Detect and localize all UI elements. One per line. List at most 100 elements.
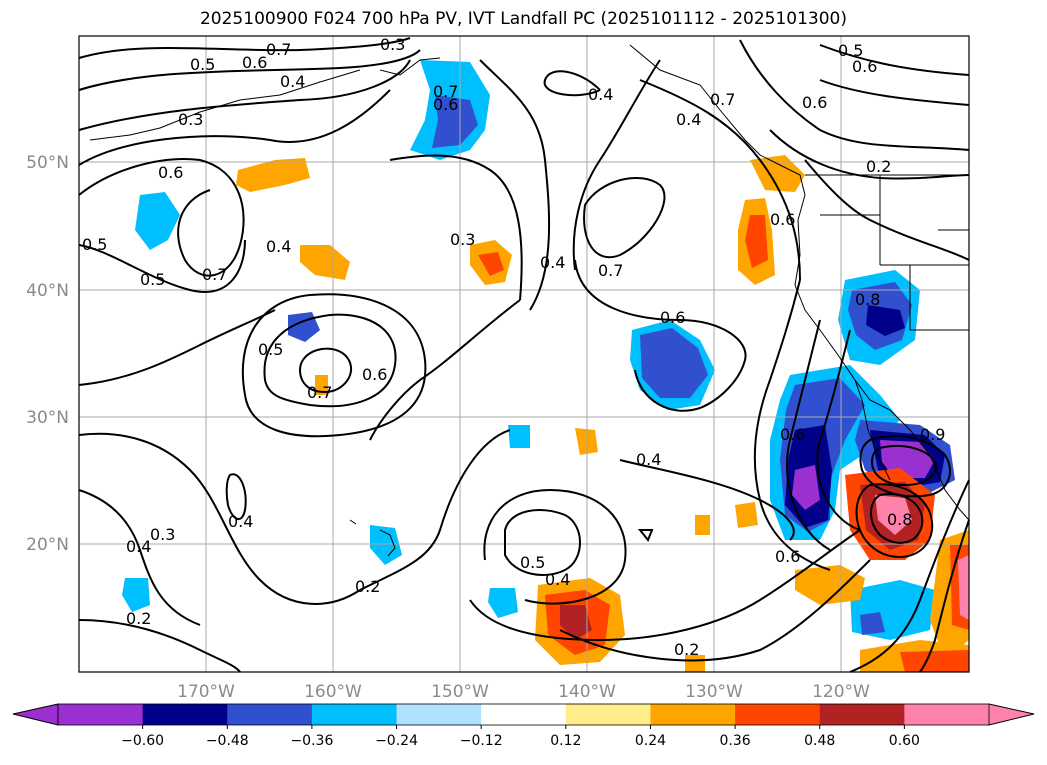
lon-label-130w: 130°W [685,682,743,702]
contour-line [359,429,511,591]
colorbar-tick-label: 0.36 [720,733,751,749]
pos-small-2 [735,502,758,528]
colorbar-tick-label: 0.48 [804,733,835,749]
contour-label: 0.2 [674,640,699,659]
colorbar-segment [227,704,313,725]
pos-small-3 [695,515,710,535]
colorbar-tick-label: −0.12 [460,733,503,749]
colorbar-segment [58,704,144,725]
contour-label: 0.4 [588,85,613,104]
contour-label: 0.6 [775,547,800,566]
contour-lines [78,37,970,673]
hawaii-islands [349,519,396,557]
contour-label-group: 0.7 0.3 0.5 0.6 0.4 0.3 0.6 0.5 0.5 0.7 … [82,35,945,659]
pos-region-north [236,158,310,192]
colorbar-tick-label: 0.12 [550,733,581,749]
contour-line [739,39,970,151]
contour-line [804,159,970,261]
contour-line [637,529,654,542]
pos-region-northwest [300,245,350,280]
lat-label-40n: 40°N [26,281,69,301]
contour-line [574,259,747,412]
contour-label: 0.6 [433,95,458,114]
contour-line [819,44,970,76]
colorbar-segment [904,704,990,725]
contour-label: 0.4 [540,253,565,272]
contour-label: 0.5 [190,55,215,74]
contour-line [919,519,970,673]
contour-label: 0.4 [126,537,151,556]
colorbar-extend-low [12,703,59,726]
pos-small-5 [685,655,705,672]
colorbar-segment [819,704,905,725]
contour-label: 0.7 [710,90,735,109]
pos-small-4 [315,375,328,395]
contour-line [78,309,276,386]
pos-region-mex-south [795,565,865,605]
colorbar-segment [311,704,398,725]
pos-deep-south [560,605,592,640]
contour-line [479,59,551,311]
contour-line [572,59,661,271]
contour-line [469,529,861,642]
contour-label: 0.3 [178,110,203,129]
lat-label-50n: 50°N [26,153,69,173]
lon-label-120w: 120°W [812,682,870,702]
contour-line [819,79,970,106]
neg-region-hawaii [370,525,402,565]
contour-label: 0.5 [258,340,283,359]
neg-core-gulf-alaska [432,95,478,148]
contour-label: 0.8 [855,290,880,309]
contour-label: 0.2 [126,609,151,628]
pos-core-pnw [745,215,768,268]
contour-line [855,483,934,558]
colorbar-segment [650,704,736,725]
colorbar-extend-high [988,703,1035,726]
contour-label: 0.6 [660,308,685,327]
contour-line [369,299,521,441]
neg-deep-california [866,305,905,336]
aleutian-coastline [89,57,441,141]
contour-line [483,488,627,605]
colorbar-tick-label: 0.60 [889,733,920,749]
contour-line [78,158,245,277]
contour-line [78,37,411,59]
contour-line [786,319,831,551]
contour-line [225,473,247,520]
contour-label: 0.7 [598,261,623,280]
contour-label: 0.5 [82,235,107,254]
contour-label: 0.6 [158,163,183,182]
contour-label: 0.6 [362,365,387,384]
neg-region-small [508,425,530,448]
neg-core-se [860,612,885,635]
neg-extreme-baja [792,465,820,510]
west-coast-coastline [629,44,970,521]
contour-label: 0.9 [920,425,945,444]
neg-region-west [135,192,180,250]
contour-line [849,479,970,673]
contour-line [78,59,411,131]
contour-line [543,70,601,97]
contour-label: 0.6 [780,425,805,444]
lon-label-150w: 150°W [431,682,489,702]
lon-axis-labels: 170°W 160°W 150°W 140°W 130°W 120°W [177,682,870,702]
contour-label: 0.2 [866,157,891,176]
lat-axis-labels: 50°N 40°N 30°N 20°N [26,153,69,555]
pos-core-bottom [900,650,969,672]
contour-line [78,89,391,166]
map-frame [78,35,970,673]
contour-line [619,459,795,541]
contour-line [263,313,397,408]
contour-line [870,444,937,487]
contour-line [78,619,241,673]
contour-label: 0.5 [520,553,545,572]
contour-line [298,347,352,394]
contour-label: 0.3 [450,230,475,249]
contour-line [78,432,361,605]
colorbar-tick-label: −0.60 [121,733,164,749]
pos-extreme-far-east [958,555,969,620]
colorbar-tick-label: −0.24 [375,733,418,749]
neg-extreme-mexico [880,440,935,478]
contour-label: 0.4 [636,450,661,469]
